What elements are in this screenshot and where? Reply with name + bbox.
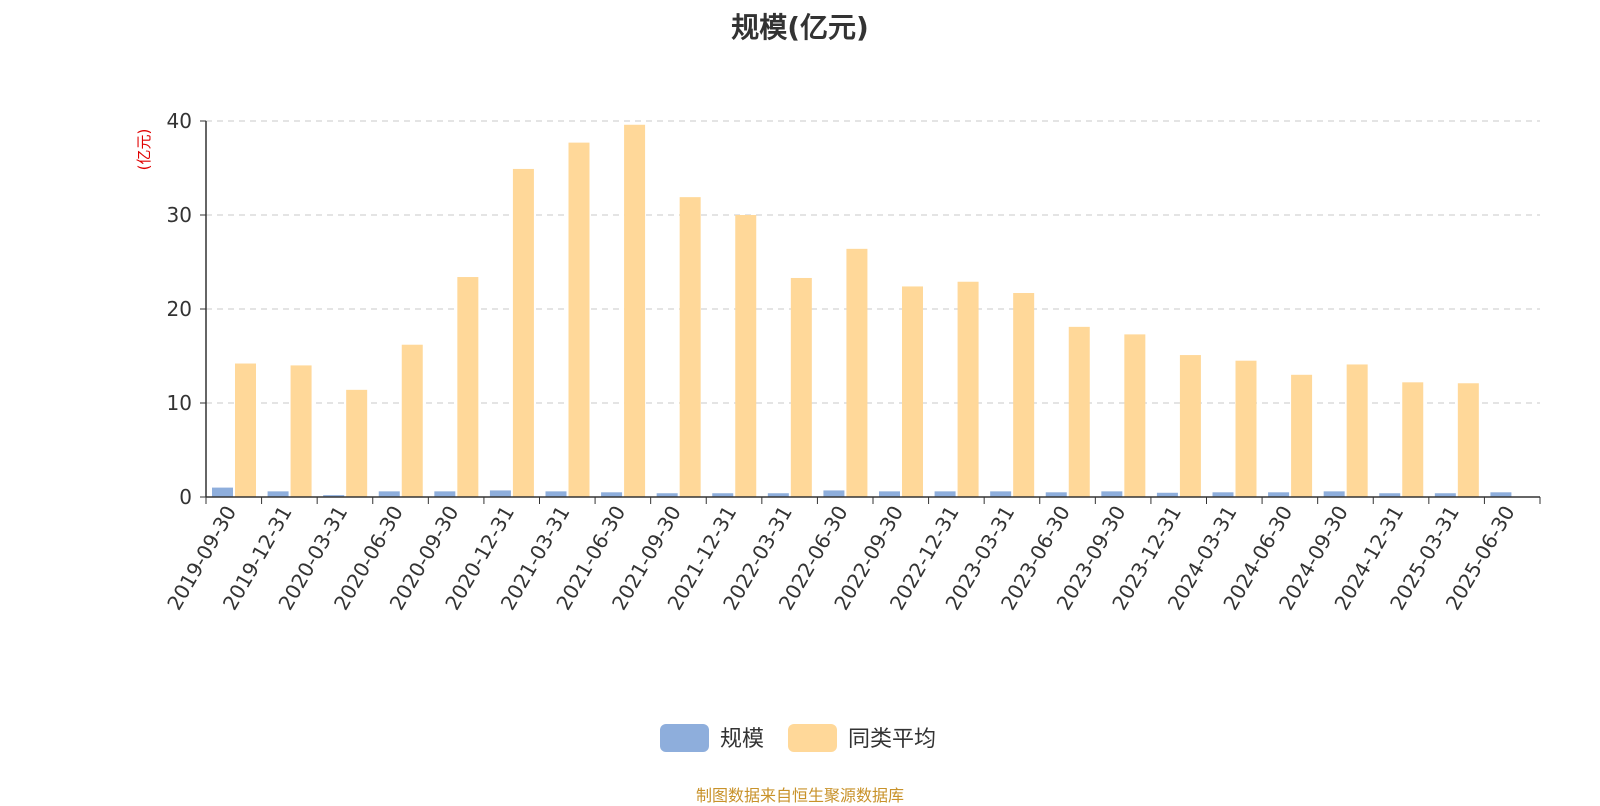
y-tick-label: 20 bbox=[167, 297, 192, 321]
bar-scale bbox=[1268, 492, 1290, 497]
bar-scale bbox=[1101, 491, 1123, 497]
bar-peer-average bbox=[735, 215, 757, 497]
bar-scale bbox=[767, 493, 789, 497]
bar-peer-average bbox=[679, 197, 701, 497]
bar-peer-average bbox=[624, 124, 646, 497]
bar-scale bbox=[1323, 491, 1345, 497]
bar-peer-average bbox=[846, 248, 868, 497]
y-tick-label: 0 bbox=[179, 485, 192, 509]
bar-scale bbox=[323, 495, 345, 497]
bar-scale bbox=[934, 491, 956, 497]
legend-swatch bbox=[660, 724, 709, 752]
legend-label: 同类平均 bbox=[848, 727, 936, 752]
bars bbox=[212, 124, 1512, 497]
bar-peer-average bbox=[1179, 355, 1201, 497]
bar-peer-average bbox=[1346, 364, 1368, 497]
bar-peer-average bbox=[1402, 382, 1424, 497]
bar-scale bbox=[656, 493, 678, 497]
bar-scale bbox=[823, 490, 845, 497]
bar-scale bbox=[1490, 492, 1512, 497]
bar-peer-average bbox=[902, 286, 923, 497]
bar-peer-average bbox=[790, 277, 812, 497]
bar-scale bbox=[1156, 492, 1178, 497]
y-tick-label: 40 bbox=[167, 109, 192, 133]
bar-scale bbox=[489, 490, 511, 497]
bar-scale bbox=[1434, 493, 1456, 497]
bar-peer-average bbox=[1235, 360, 1257, 497]
bar-peer-average bbox=[346, 389, 368, 497]
bar-scale bbox=[990, 491, 1012, 497]
bar-peer-average bbox=[1291, 374, 1313, 497]
bar-peer-average bbox=[1013, 293, 1035, 497]
bar-scale bbox=[434, 491, 456, 497]
bar-scale bbox=[879, 491, 900, 497]
bar-scale bbox=[545, 491, 567, 497]
y-tick-label: 10 bbox=[167, 391, 192, 415]
bar-scale bbox=[267, 491, 289, 497]
legend: 规模 同类平均 bbox=[660, 724, 936, 752]
grid-lines bbox=[206, 120, 1540, 404]
legend-swatch bbox=[788, 724, 837, 752]
bar-scale bbox=[1379, 493, 1401, 497]
bar-peer-average bbox=[1068, 326, 1090, 497]
bar-scale bbox=[1212, 492, 1234, 497]
bar-peer-average bbox=[1124, 334, 1146, 497]
bar-peer-average bbox=[512, 168, 534, 497]
bar-peer-average bbox=[235, 363, 256, 497]
bar-scale bbox=[1045, 492, 1067, 497]
bar-peer-average bbox=[290, 365, 312, 497]
y-tick-label: 30 bbox=[167, 203, 192, 227]
bar-scale bbox=[378, 491, 400, 497]
bar-peer-average bbox=[457, 277, 479, 497]
axes: 010203040(亿元)2019-09-302019-12-312020-03… bbox=[135, 109, 1541, 614]
bar-scale bbox=[601, 492, 623, 497]
data-source-note: 制图数据来自恒生聚源数据库 bbox=[695, 786, 904, 805]
bar-peer-average bbox=[568, 142, 590, 497]
bar-scale bbox=[212, 487, 233, 497]
legend-label: 规模 bbox=[720, 727, 764, 752]
chart-title: 规模(亿元) bbox=[731, 11, 869, 44]
bar-peer-average bbox=[1457, 383, 1479, 497]
y-axis-label: (亿元) bbox=[135, 129, 153, 171]
bar-scale bbox=[712, 493, 734, 497]
bar-peer-average bbox=[401, 344, 423, 497]
bar-peer-average bbox=[957, 281, 979, 497]
